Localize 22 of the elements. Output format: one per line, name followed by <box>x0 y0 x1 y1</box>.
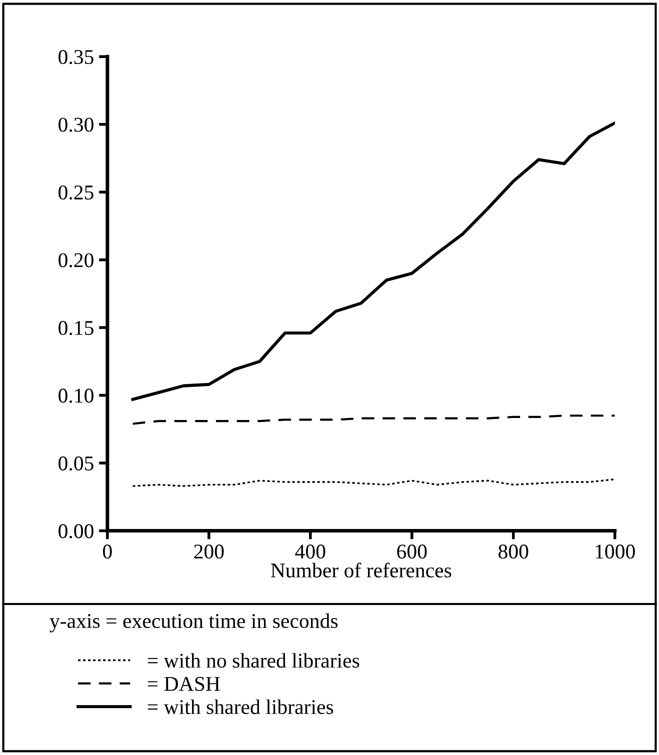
legend-label: = with no shared libraries <box>148 653 360 668</box>
y-tick-label: 0.05 <box>58 456 94 471</box>
y-tick-label: 0.35 <box>58 50 94 64</box>
line-series <box>132 478 615 487</box>
y-tick-label: 0.20 <box>58 253 94 268</box>
legend-label: = with shared libraries <box>148 699 334 714</box>
x-tick-label: 0 <box>103 544 112 559</box>
x-tick-label: 400 <box>295 544 326 559</box>
x-axis-title: Number of references <box>270 562 452 578</box>
x-tick-label: 200 <box>194 544 224 559</box>
legend-label: = DASH <box>148 676 220 691</box>
y-tick-label: 0.30 <box>58 118 94 132</box>
y-tick-label: 0.15 <box>58 320 94 336</box>
x-tick-label: 1000 <box>596 544 635 559</box>
line-series <box>132 414 615 425</box>
x-tick-label: 800 <box>498 544 528 559</box>
y-tick-label: 0.10 <box>58 388 94 403</box>
line-series <box>131 121 615 401</box>
y-tick-label: 0.00 <box>58 524 94 538</box>
y-tick-label: 0.25 <box>58 185 94 200</box>
x-tick-label: 600 <box>397 544 427 559</box>
text: y-axis = execution time in seconds <box>50 613 338 632</box>
